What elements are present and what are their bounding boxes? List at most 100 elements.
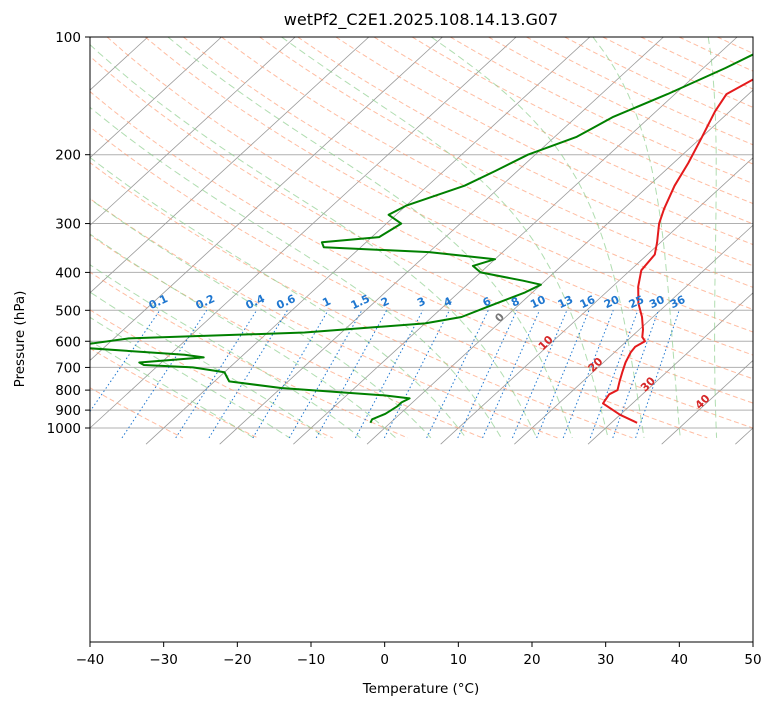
isotherm-line — [90, 37, 517, 429]
plot-frame — [89, 36, 754, 643]
y-tick-label: 500 — [55, 303, 81, 319]
mixing-ratio-label: 3 — [415, 295, 427, 310]
x-tick-label: 20 — [523, 652, 540, 668]
isotherm-line — [514, 224, 753, 445]
mixing-ratio-label: 13 — [556, 293, 575, 311]
mixing-ratio-line — [252, 310, 329, 439]
y-tick-label: 900 — [55, 403, 81, 419]
mixing-ratio-label: 4 — [442, 294, 455, 309]
moist-adiabat-line — [90, 156, 467, 439]
mixing-ratio-line — [426, 310, 489, 439]
x-tick-label: 50 — [744, 652, 761, 668]
mixing-ratio-line — [90, 310, 161, 413]
mixing-ratio-line — [562, 310, 614, 439]
isotherm-line — [366, 89, 753, 445]
isotherm-label: 10 — [536, 333, 556, 353]
mixing-ratio-label: 6 — [481, 294, 494, 309]
chart-title: wetPf2_C2E1.2025.108.14.13.G07 — [284, 10, 558, 30]
dry-adiabat-line — [90, 55, 753, 404]
isotherm-line — [0, 37, 1, 444]
mixing-ratio-line — [288, 310, 363, 439]
moist-adiabat-line — [707, 37, 718, 438]
dry-adiabat-line — [90, 90, 753, 429]
mixing-ratio-label: 36 — [668, 293, 688, 311]
isotherm-line — [90, 37, 443, 361]
mixing-ratio-label: 10 — [528, 293, 548, 311]
mixing-ratio-label: 1.5 — [349, 292, 372, 312]
moist-adiabat-line — [90, 43, 538, 439]
dewpoint-profile-line — [90, 53, 753, 424]
dry-adiabat-line — [144, 37, 753, 356]
dry-adiabat-line — [90, 271, 408, 439]
mixing-ratio-line — [635, 310, 680, 439]
temperature-profile-line — [602, 78, 753, 424]
mixing-ratio-label: 16 — [578, 293, 598, 311]
mixing-ratio-label: 20 — [602, 293, 622, 311]
x-tick-label: 0 — [380, 652, 389, 668]
dry-adiabat-line — [90, 161, 633, 439]
x-tick-label: 10 — [450, 652, 467, 668]
mixing-ratio-label: 25 — [627, 293, 646, 311]
x-tick-label: −30 — [149, 652, 178, 668]
dry-adiabat-line — [564, 37, 753, 127]
mixing-ratio-line — [355, 310, 424, 439]
isotherm-label: 40 — [693, 392, 713, 412]
mixing-ratio-label: 30 — [647, 293, 667, 311]
x-tick-label: 30 — [597, 652, 614, 668]
isotherm-label: 30 — [638, 374, 658, 394]
moist-adiabat-line — [90, 233, 397, 439]
dry-adiabat-line — [678, 37, 753, 72]
x-tick-label: −10 — [297, 652, 326, 668]
y-tick-label: 300 — [55, 217, 81, 233]
moist-adiabat-line — [167, 37, 573, 439]
y-tick-label: 100 — [55, 30, 81, 46]
dry-adiabat-line — [90, 347, 259, 439]
mixing-ratio-label: 1 — [320, 295, 332, 310]
mixing-ratio-line — [315, 310, 388, 439]
isotherm-line — [219, 37, 664, 445]
mixing-ratio-line — [482, 310, 541, 439]
dry-adiabat-line — [335, 37, 753, 246]
y-tick-label: 800 — [55, 383, 81, 399]
mixing-ratio-line — [589, 310, 639, 439]
mixing-ratio-label: 2 — [379, 295, 391, 310]
x-axis-label: Temperature (°C) — [362, 681, 480, 697]
x-tick-label: 40 — [671, 652, 688, 668]
dry-adiabat-line — [297, 37, 753, 267]
moist-adiabat-line — [90, 340, 255, 439]
mixing-ratio-line — [457, 310, 518, 439]
y-axis-label: Pressure (hPa) — [12, 291, 28, 388]
dry-adiabat-line — [90, 126, 708, 439]
mixing-ratio-line — [536, 310, 590, 439]
y-tick-label: 1000 — [47, 421, 81, 437]
dry-adiabat-line — [183, 37, 753, 333]
dry-adiabat-line — [221, 37, 753, 310]
dry-adiabat-line — [90, 198, 558, 439]
moist-adiabat-line — [90, 316, 290, 439]
isotherm-line — [440, 157, 753, 445]
dry-adiabat-line — [90, 309, 334, 439]
isotherm-line — [145, 37, 591, 445]
isotherm-line — [293, 37, 738, 445]
moist-adiabat-line — [90, 106, 502, 439]
x-tick-label: −40 — [76, 652, 105, 668]
moist-adiabat-line — [592, 37, 681, 438]
x-tick-label: −20 — [223, 652, 252, 668]
isotherm-line — [90, 37, 296, 226]
mixing-ratio-line — [121, 310, 208, 439]
y-tick-label: 200 — [55, 148, 81, 164]
isotherm-label: 20 — [586, 355, 606, 375]
y-tick-label: 600 — [55, 334, 81, 350]
dry-adiabat-line — [411, 37, 753, 205]
mixing-ratio-label: 0.6 — [274, 292, 297, 312]
moist-adiabat-line — [281, 37, 609, 439]
dry-adiabat-line — [716, 37, 753, 54]
dry-adiabat-line — [90, 234, 483, 439]
mixing-ratio-line — [175, 310, 258, 439]
mixing-ratio-label: 0.2 — [194, 292, 217, 312]
dry-adiabat-line — [259, 37, 753, 288]
y-tick-label: 700 — [55, 360, 81, 376]
isotherm-line — [735, 427, 753, 445]
moist-adiabat-line — [90, 291, 326, 439]
